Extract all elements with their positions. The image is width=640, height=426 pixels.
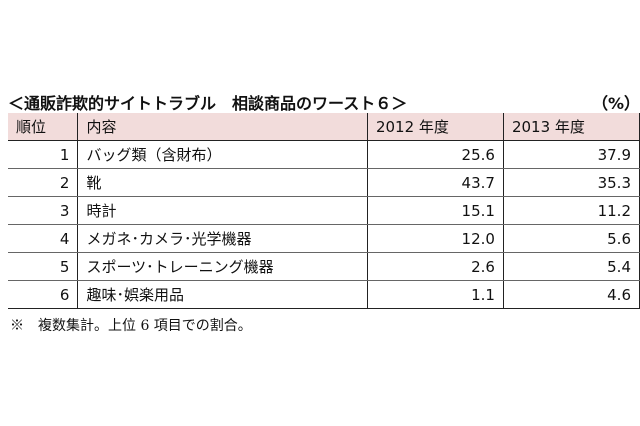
rank-cell: 1: [8, 140, 79, 169]
table-row: 3 時計 15.1 11.2: [8, 196, 640, 225]
rank-cell: 3: [8, 196, 79, 225]
value-2012-cell: 43.7: [367, 168, 504, 197]
rank-cell: 2: [8, 168, 79, 197]
rank-cell: 4: [8, 224, 79, 253]
rank-cell: 6: [8, 280, 79, 309]
item-cell: メガネ･カメラ･光学機器: [77, 224, 368, 253]
footnote: ※ 複数集計。上位 6 項目での割合。: [10, 318, 252, 334]
item-cell: バッグ類（含財布）: [77, 140, 368, 169]
header-item: 内容: [77, 113, 368, 141]
item-cell: 時計: [77, 196, 368, 225]
item-cell: 趣味･娯楽用品: [77, 280, 368, 309]
header-rank: 順位: [8, 113, 79, 141]
value-2013-cell: 35.3: [503, 168, 640, 197]
header-row: 順位 内容 2012 年度 2013 年度: [8, 113, 640, 141]
table-row: 6 趣味･娯楽用品 1.1 4.6: [8, 280, 640, 309]
table-row: 2 靴 43.7 35.3: [8, 168, 640, 197]
value-2012-cell: 15.1: [367, 196, 504, 225]
value-2012-cell: 1.1: [367, 280, 504, 309]
table-row: 1 バッグ類（含財布） 25.6 37.9: [8, 140, 640, 169]
item-cell: スポーツ･トレーニング機器: [77, 252, 368, 281]
table-row: 4 メガネ･カメラ･光学機器 12.0 5.6: [8, 224, 640, 253]
value-2012-cell: 12.0: [367, 224, 504, 253]
header-2013: 2013 年度: [503, 113, 640, 141]
item-cell: 靴: [77, 168, 368, 197]
table-row: 5 スポーツ･トレーニング機器 2.6 5.4: [8, 252, 640, 281]
value-2013-cell: 11.2: [503, 196, 640, 225]
table-title: ＜通販詐欺的サイトトラブル 相談商品のワースト６＞: [8, 94, 408, 113]
rank-cell: 5: [8, 252, 79, 281]
value-2012-cell: 2.6: [367, 252, 504, 281]
value-2013-cell: 4.6: [503, 280, 640, 309]
unit-label: （%）: [592, 94, 640, 113]
value-2013-cell: 37.9: [503, 140, 640, 169]
value-2012-cell: 25.6: [367, 140, 504, 169]
value-2013-cell: 5.6: [503, 224, 640, 253]
header-2012: 2012 年度: [367, 113, 504, 141]
worst6-table: 順位 内容 2012 年度 2013 年度 1 バッグ類（含財布） 25.6 3…: [8, 113, 640, 309]
value-2013-cell: 5.4: [503, 252, 640, 281]
